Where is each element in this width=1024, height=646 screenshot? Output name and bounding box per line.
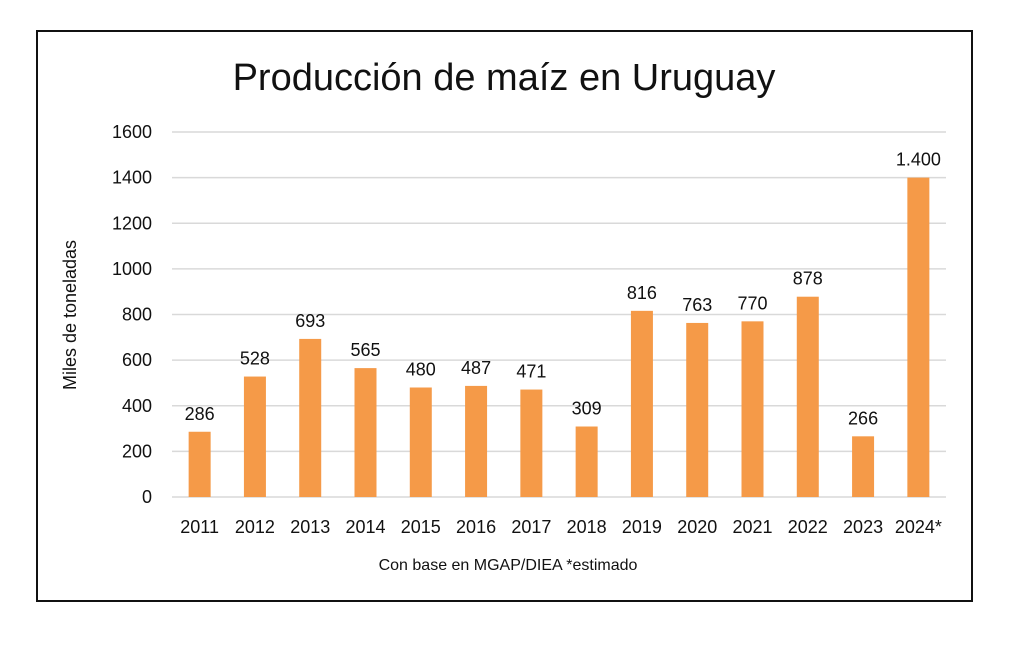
data-label: 1.400	[896, 150, 941, 170]
bar-2022	[796, 296, 819, 497]
bar-2016	[465, 385, 488, 497]
data-label: 286	[185, 404, 215, 424]
bar-2018	[575, 426, 598, 497]
data-label: 480	[406, 360, 436, 380]
data-label: 763	[682, 295, 712, 315]
x-axis-label: Con base en MGAP/DIEA *estimado	[379, 557, 638, 574]
data-label: 309	[572, 399, 602, 419]
x-tick-label: 2016	[456, 517, 496, 537]
x-tick-label: 2018	[567, 517, 607, 537]
y-tick-label: 1600	[112, 122, 152, 142]
bar-2021	[741, 321, 764, 497]
x-axis-ticks: 2011 2012 2013 2014 2015 2016 2017 2018 2019 2020…	[180, 517, 942, 537]
y-tick-label: 1400	[112, 168, 152, 188]
x-tick-label: 2022	[788, 517, 828, 537]
gridlines	[172, 131, 946, 498]
bar-2013	[299, 338, 322, 497]
data-labels: 286 528 693 565 480 487 471 309 816 763 770 878 266 1…	[185, 150, 941, 429]
bar-2019	[630, 310, 653, 497]
data-label: 816	[627, 283, 657, 303]
data-label: 878	[793, 269, 823, 289]
y-tick-label: 0	[142, 487, 152, 507]
y-tick-label: 1200	[112, 213, 152, 233]
bar-2017	[520, 389, 543, 497]
data-label: 565	[350, 340, 380, 360]
bar-2024	[907, 177, 930, 497]
x-tick-label: 2011	[180, 517, 219, 537]
data-label: 693	[295, 311, 325, 331]
x-tick-label: 2015	[401, 517, 441, 537]
chart-title: Producción de maíz en Uruguay	[233, 57, 776, 99]
y-tick-label: 200	[122, 441, 152, 461]
bar-2015	[409, 387, 432, 497]
data-label: 528	[240, 349, 270, 369]
y-tick-label: 1000	[112, 259, 152, 279]
bar-2012	[243, 376, 266, 497]
x-tick-label: 2013	[290, 517, 330, 537]
data-label: 770	[737, 293, 767, 313]
x-tick-label: 2023	[843, 517, 883, 537]
y-axis-ticks: 0 200 400 600 800 1000 1200 1400 1600	[112, 122, 152, 507]
x-tick-label: 2021	[732, 517, 772, 537]
x-tick-label: 2012	[235, 517, 275, 537]
y-tick-label: 600	[122, 350, 152, 370]
bar-2014	[354, 368, 377, 497]
bar-2011	[188, 431, 211, 497]
x-tick-label: 2024*	[895, 517, 942, 537]
bar-2020	[686, 322, 709, 497]
data-label: 471	[516, 362, 546, 382]
y-tick-label: 800	[122, 305, 152, 325]
bar-2023	[852, 436, 875, 497]
x-tick-label: 2020	[677, 517, 717, 537]
x-tick-label: 2017	[511, 517, 551, 537]
data-label: 487	[461, 358, 491, 378]
x-tick-label: 2019	[622, 517, 662, 537]
data-label: 266	[848, 408, 878, 428]
bars	[188, 177, 930, 497]
x-tick-label: 2014	[345, 517, 385, 537]
y-axis-label: Miles de toneladas	[60, 240, 80, 390]
y-tick-label: 400	[122, 396, 152, 416]
